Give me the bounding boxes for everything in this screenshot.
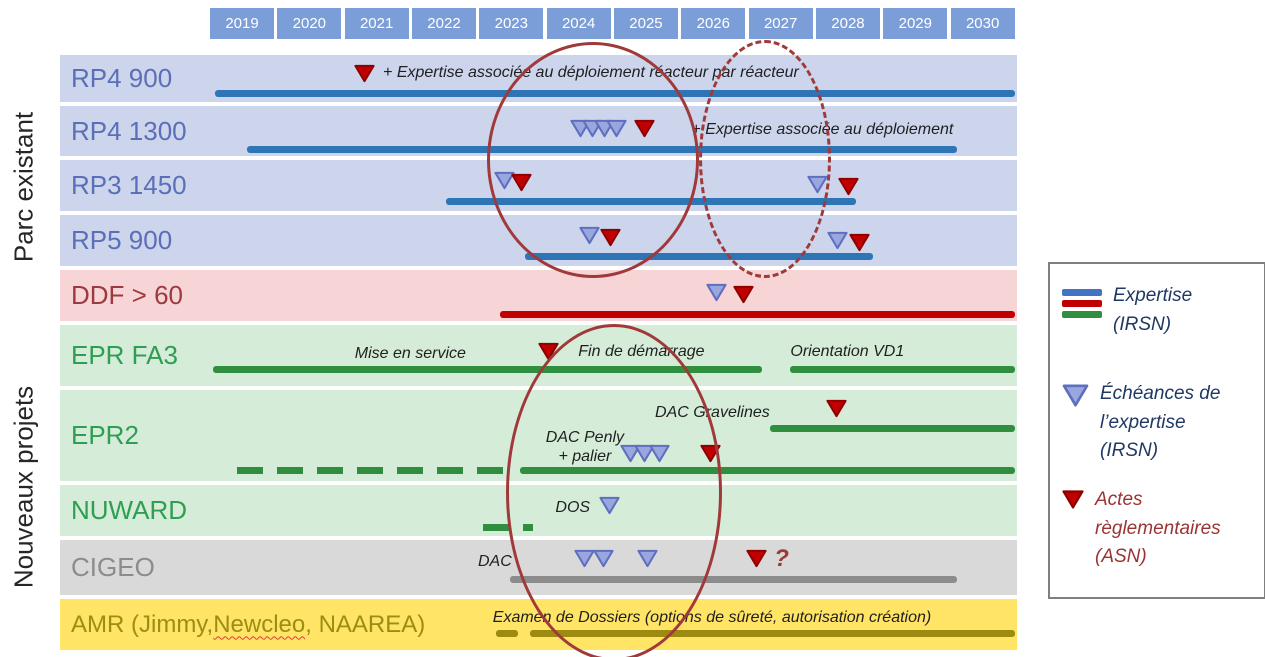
legend-item-label: Expertise (IRSN) [1113,285,1193,335]
year-2021: 2021 [344,8,409,39]
asn-act-marker-icon [733,285,754,304]
year-2030: 2030 [950,8,1015,39]
asn-act-marker-icon [838,177,859,196]
timeline-bar-epr-fa3 [790,366,1015,373]
row-label-part: AMR (Jimmy, [71,610,214,638]
legend-bar-swatch [1062,311,1102,318]
year-2028: 2028 [815,8,880,39]
legend-bar-swatch [1062,289,1102,296]
group-label-parc-existant: Parc existant [8,111,39,263]
legend-asn-act-icon [1062,490,1084,509]
highlight-ellipse-parc-2023-2025 [487,42,699,278]
year-2025: 2025 [613,8,678,39]
year-2019: 2019 [210,8,274,39]
annotation-text: ? [774,545,789,572]
asn-act-marker-icon [746,549,767,568]
timeline-bar-amr-jimmy-newcleo-naarea [496,630,519,637]
year-2029: 2029 [883,8,948,39]
row-label-rp4-1300: RP4 1300 [71,115,187,146]
legend-expertise-bars-swatch [1062,289,1102,318]
year-2020: 2020 [277,8,342,39]
highlight-ellipse-parc-2026-2027 [699,40,831,278]
legend: Expertise (IRSN) Échéances de l’expertise… [1048,262,1265,599]
legend-item: Expertise (IRSN) [1062,282,1260,339]
asn-act-marker-icon [826,399,847,418]
timeline-bar-epr2 [519,467,1015,474]
row-label-epr-fa3: EPR FA3 [71,340,178,370]
row-label-rp4-900: RP4 900 [71,63,173,93]
legend-item-label: Actes règlementaires (ASN) [1095,489,1221,567]
legend-item: Échéances de l’expertise (IRSN) [1062,380,1260,466]
timeline-bar-amr-jimmy-newcleo-naarea [529,630,1015,637]
legend-irsn-deadline-icon [1062,384,1089,407]
annotation-text: DAC [477,553,512,570]
row-label-rp3-1450: RP3 1450 [71,170,187,200]
dashed-timeline-bar-epr2 [236,467,510,474]
timeline-bar-epr-fa3 [213,366,763,373]
year-2024: 2024 [546,8,611,39]
year-2026: 2026 [681,8,746,39]
row-label-part: Newcleo [213,610,306,638]
row-label-part: , NAAREA) [305,610,426,638]
group-label-nouveaux-projets: Nouveaux projets [8,385,39,589]
timeline-bar-cigeo [509,576,958,583]
row-label-rp5-900: RP5 900 [71,225,173,255]
row-label-cigeo: CIGEO [71,552,155,582]
legend-item-label: Échéances de l’expertise (IRSN) [1100,383,1221,461]
year-2027: 2027 [748,8,813,39]
annotation-text: Mise en service [354,345,466,362]
row-label-ddf-60: DDF > 60 [71,280,183,310]
row-label-epr2: EPR2 [71,420,139,450]
asn-act-marker-icon [354,64,375,83]
year-2023: 2023 [479,8,544,39]
asn-act-marker-icon [848,233,870,252]
irsn-deadline-marker-icon [706,283,727,302]
legend-item: Actes règlementaires (ASN) [1062,486,1260,572]
timeline-bar-rp5-900 [525,253,874,260]
timeline-bar-epr2 [770,425,1015,432]
annotation-text: Orientation VD1 [790,343,905,360]
legend-bar-swatch [1062,300,1102,307]
row-label-nuward: NUWARD [71,495,188,525]
year-2022: 2022 [411,8,476,39]
highlight-ellipse-projets-2023-2026 [506,324,722,657]
timeline-bar-ddf-60 [499,311,1015,318]
row-label-amr-jimmy-newcleo-naarea: AMR (Jimmy, Newcleo, NAAREA) [71,599,425,650]
irsn-deadline-marker-icon [827,231,848,250]
